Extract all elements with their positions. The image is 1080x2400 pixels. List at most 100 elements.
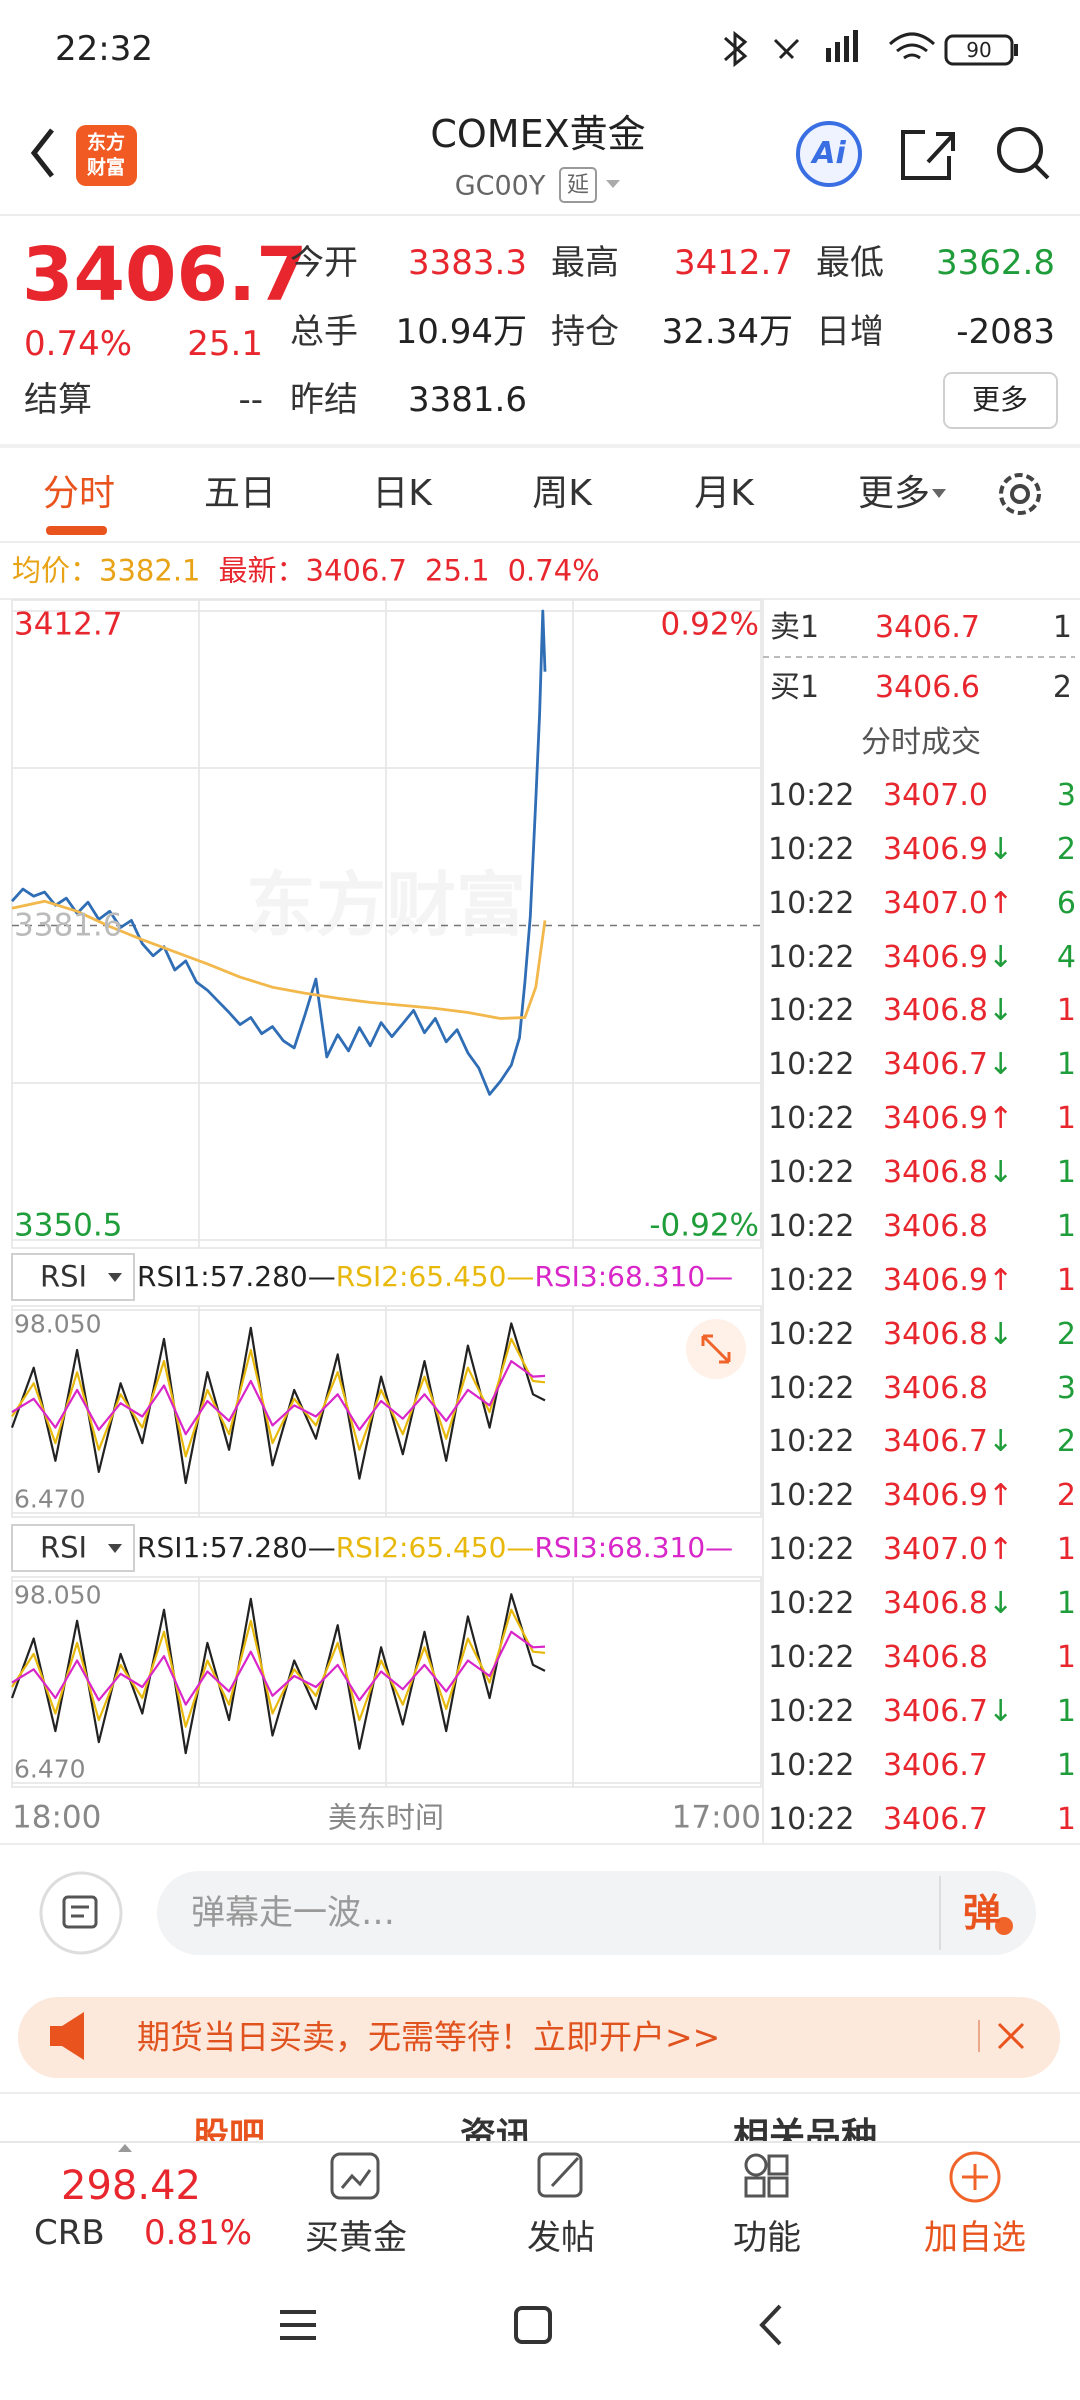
trade-volume: 2 [1056, 1478, 1076, 1514]
trade-price-value: 3406.8 [883, 1155, 988, 1191]
comment-input[interactable] [157, 1871, 1036, 1955]
book-side: 买1 [770, 670, 820, 705]
trade-price-value: 3406.8 [883, 1208, 988, 1244]
footer-action[interactable]: 加自选 [924, 2218, 1026, 2258]
indicator-name[interactable]: RSI [40, 1259, 88, 1294]
trade-price-value: 3406.7 [883, 1747, 988, 1783]
trades-title: 分时成交 [861, 725, 981, 760]
footer-action[interactable]: 功能 [733, 2218, 801, 2258]
trade-time: 10:22 [768, 1208, 855, 1244]
trade-price-value: 3406.7 [883, 1693, 988, 1729]
more-button-text[interactable]: 更多 [971, 383, 1029, 416]
megaphone-icon [50, 2012, 84, 2060]
trade-arrow: ↑ [987, 885, 1014, 921]
expand-button[interactable] [686, 1319, 746, 1379]
trade-time: 10:22 [768, 1747, 855, 1783]
trade-arrow: ↑ [987, 1101, 1014, 1137]
trade-price-value: 3406.8 [883, 1316, 988, 1352]
trade-time: 10:22 [768, 1370, 855, 1406]
field-label: 今开 [290, 243, 358, 283]
trade-price-value: 3407.0 [883, 1532, 988, 1568]
period-tab[interactable]: 分时 [42, 473, 116, 514]
trade-volume: 3 [1056, 778, 1076, 813]
period-tab[interactable]: 五日 [203, 473, 277, 514]
share-icon[interactable] [901, 130, 955, 180]
ai-label[interactable]: Ai [812, 136, 846, 171]
trade-volume: 3 [1056, 1370, 1076, 1406]
trade-price: 3406.7↓ [883, 1693, 1014, 1729]
footer-action[interactable]: 买黄金 [305, 2218, 407, 2258]
last-label: 最新： [218, 553, 306, 588]
period-tab[interactable]: 周K [532, 473, 592, 514]
comment-button[interactable]: 弹 [962, 1891, 1002, 1935]
trade-price: 3406.8↓ [883, 1316, 1014, 1352]
settings-icon[interactable] [999, 473, 1041, 515]
home-button[interactable] [514, 2306, 552, 2344]
ai-button[interactable] [796, 121, 862, 187]
data-line [10, 609, 547, 1096]
book-volume: 2 [1052, 670, 1072, 705]
data-line [11, 1360, 546, 1436]
period-tab[interactable]: 更多 [857, 473, 931, 514]
trade-price: 3406.7 [883, 1804, 988, 1835]
y2-tick-label: 0.92% [660, 606, 759, 643]
dropdown-arrow [108, 1273, 122, 1282]
period-tab[interactable]: 月K [694, 473, 754, 514]
trade-volume: 1 [1056, 1262, 1076, 1298]
banner[interactable] [18, 1997, 1060, 2078]
bottom-tab[interactable]: 资讯 [459, 2116, 533, 2142]
avg-value: 3382.1 [99, 553, 201, 588]
data-line [11, 1608, 546, 1728]
data-line [11, 899, 547, 1020]
trade-time: 10:22 [768, 1639, 855, 1675]
back-icon[interactable] [30, 128, 54, 178]
contract-code: GC00Y [454, 170, 546, 202]
index-change: 0.81% [144, 2213, 253, 2253]
legend-entry: RSI2:65.450— [335, 1260, 535, 1293]
legend-entry: RSI3:68.310— [534, 1531, 734, 1564]
last-change: 25.1 [425, 553, 490, 588]
trade-price: 3406.8 [883, 1208, 988, 1244]
banner-text[interactable]: 期货当日买卖，无需等待！立即开户>> [137, 2017, 721, 2057]
settle-label: 结算 [24, 380, 92, 420]
trade-time: 10:22 [768, 939, 855, 975]
field-label: 最高 [551, 243, 619, 283]
trade-arrow: ↓ [987, 1316, 1014, 1352]
close-icon[interactable] [997, 2022, 1025, 2050]
y-tick-label: 3381.6 [14, 907, 123, 943]
menu-button[interactable] [280, 2310, 316, 2340]
more-button[interactable] [943, 372, 1058, 429]
trade-volume: 1 [1056, 1693, 1076, 1729]
trade-volume: 1 [1056, 1208, 1076, 1244]
y2-tick-label: -0.92% [649, 1207, 759, 1244]
field-value: 10.94万 [395, 312, 527, 352]
trade-price-value: 3407.0 [883, 885, 988, 921]
comment-placeholder[interactable]: 弹幕走一波… [191, 1893, 395, 1933]
nav-bar [280, 2304, 782, 2346]
bottom-tab[interactable]: 股吧 [192, 2116, 266, 2142]
status-time: 22:32 [55, 29, 153, 69]
trade-volume: 1 [1056, 1639, 1076, 1675]
period-tab[interactable]: 日K [372, 473, 432, 514]
bottom-tab[interactable]: 相关品种 [732, 2116, 878, 2142]
trade-time: 10:22 [768, 831, 855, 867]
y-tick-label: 6.470 [14, 1484, 86, 1514]
x-tick-label: 18:00 [12, 1799, 102, 1836]
trade-volume: 1 [1056, 993, 1076, 1029]
trade-price: 3406.9↑ [883, 1104, 1013, 1134]
trade-arrow: ↓ [987, 1693, 1014, 1729]
search-icon[interactable] [997, 127, 1050, 180]
indicator-name[interactable]: RSI [40, 1530, 88, 1565]
comment-list-icon[interactable] [39, 1871, 123, 1955]
trade-arrow: ↓ [987, 1424, 1014, 1460]
x-axis-label: 美东时间 [327, 1800, 445, 1835]
trade-volume: 6 [1056, 885, 1076, 921]
trade-price: 3406.9↑ [883, 1481, 1013, 1511]
back-button[interactable] [759, 2304, 782, 2346]
dropdown-arrow [932, 489, 946, 498]
footer-action[interactable]: 发帖 [527, 2218, 595, 2258]
y-tick-label: 6.470 [14, 1754, 86, 1784]
trade-price: 3406.9↓ [883, 942, 1013, 973]
